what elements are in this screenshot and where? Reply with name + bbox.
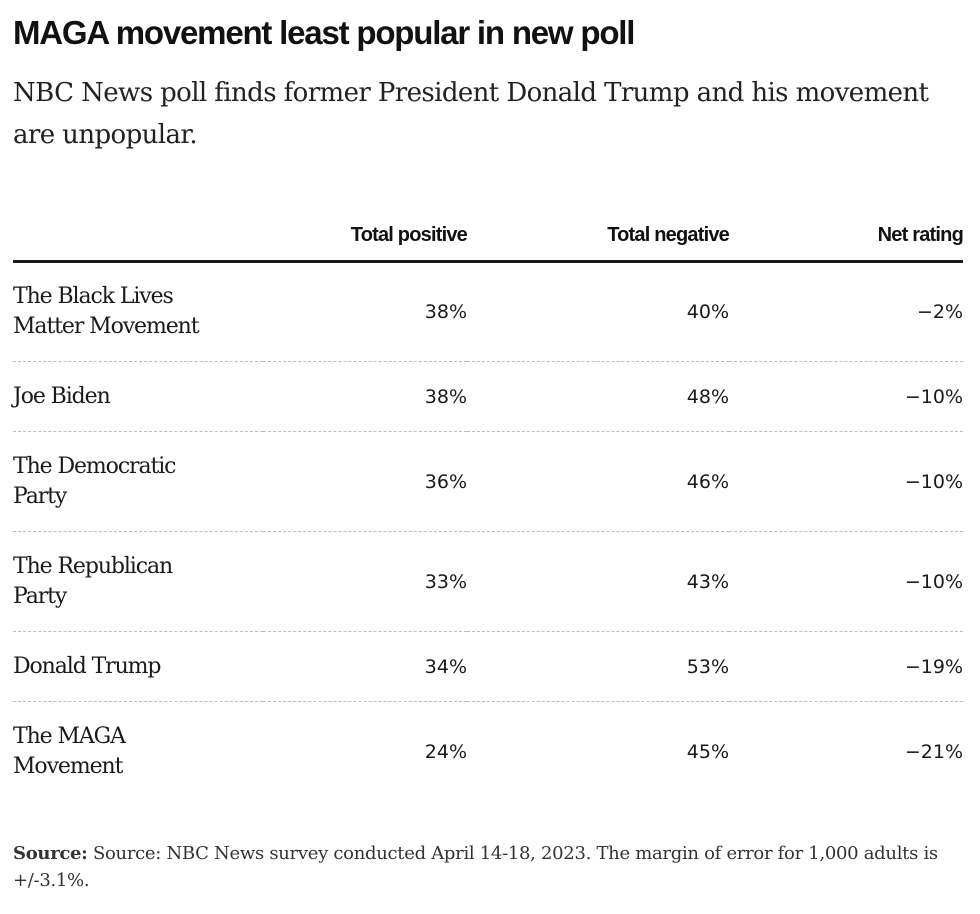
row-label: The Republican Party [13,531,263,632]
value-net: −21% [904,740,963,763]
table-row: The Republican Party 33% 43% −10% [13,531,963,632]
table-row: The MAGA Movement 24% 45% −21% [13,702,963,802]
value-negative: 40% [467,261,729,362]
column-header-positive: Total positive [263,210,468,263]
value-positive: 33% [263,531,467,632]
source-text: Source: NBC News survey conducted April … [13,843,938,891]
source-label: Source: [13,843,88,864]
value-positive: 38% [263,361,467,432]
table-row: Joe Biden 38% 48% −10% [13,361,963,432]
value-net: −10% [729,431,963,532]
value-net: −10% [729,361,963,432]
column-header-label [13,210,263,263]
value-negative: 53% [467,631,729,702]
value-positive: 38% [263,261,467,362]
value-positive: 34% [263,631,467,702]
column-header-negative: Total negative [467,210,730,263]
value-net: −10% [729,531,963,632]
chart-subtitle: NBC News poll finds former President Don… [13,78,929,150]
value-positive: 24% [424,740,467,763]
table-row: The Democratic Party 36% 46% −10% [13,431,963,532]
value-net: −2% [729,261,963,362]
table-row: Donald Trump 34% 53% −19% [13,631,963,702]
row-label: The Black Lives Matter Movement [13,261,263,362]
poll-table: Total positive Total negative Net rating… [13,210,964,802]
row-label: Joe Biden [13,361,263,432]
source-note: Source: Source: NBC News survey conducte… [13,840,953,894]
column-header-net: Net rating [729,210,964,263]
chart-title: MAGA movement least popular in new poll [13,14,635,51]
value-negative: 43% [467,531,729,632]
value-net: −19% [729,631,963,702]
value-positive: 36% [263,431,467,532]
header-row: Total positive Total negative Net rating [13,210,964,263]
value-negative: 45% [686,740,729,763]
table-row: The Black Lives Matter Movement 38% 40% −2% [13,261,963,362]
row-label: The MAGA Movement [13,723,126,779]
row-label: Donald Trump [13,631,263,702]
value-negative: 48% [467,361,729,432]
value-negative: 46% [467,431,729,532]
row-label: The Democratic Party [13,431,263,532]
